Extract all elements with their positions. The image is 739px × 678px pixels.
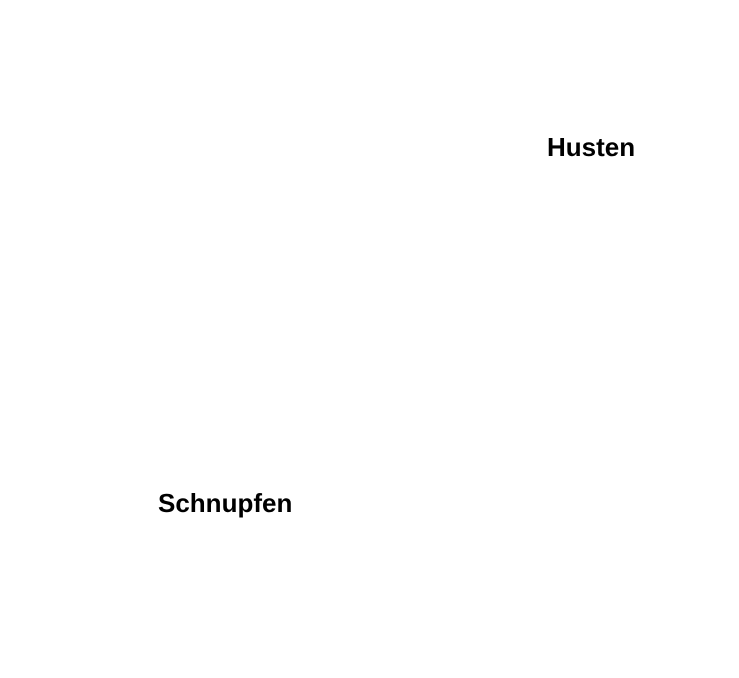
label-husten: Husten bbox=[547, 132, 636, 162]
label-schnupfen: Schnupfen bbox=[158, 488, 293, 518]
